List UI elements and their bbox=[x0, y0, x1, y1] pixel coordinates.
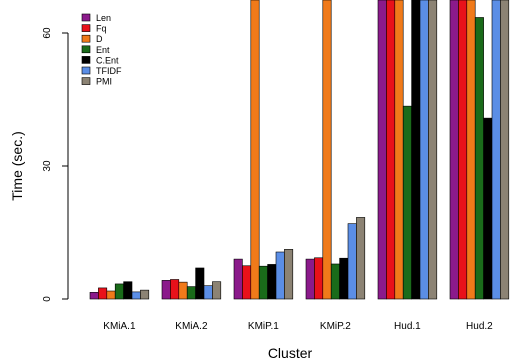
bar-KMiA.1-D bbox=[106, 290, 116, 300]
bar-KMiA.1-Len bbox=[89, 292, 99, 300]
bar-KMiP.1-D bbox=[250, 0, 260, 300]
legend-label: Fq bbox=[96, 24, 107, 34]
bar-KMiP.2-Ent bbox=[330, 263, 340, 300]
legend-label: Ent bbox=[96, 45, 110, 55]
bar-KMiA.2-Len bbox=[161, 280, 171, 300]
bar-KMiP.2-C.Ent bbox=[339, 257, 349, 300]
legend-swatch-Fq bbox=[81, 24, 91, 32]
x-tick-label: KMiA.1 bbox=[103, 321, 136, 332]
legend-swatch-TFIDF bbox=[81, 66, 91, 75]
bar-Hud.2-Fq bbox=[458, 0, 468, 300]
bar-Hud.1-PMI bbox=[428, 0, 438, 300]
bar-KMiA.1-PMI bbox=[140, 289, 150, 300]
x-tick-label: Hud.1 bbox=[394, 321, 421, 332]
legend-swatch-D bbox=[81, 34, 91, 43]
bar-KMiA.2-Ent bbox=[186, 286, 196, 300]
bar-KMiP.2-Fq bbox=[314, 257, 324, 300]
bar-KMiA.2-PMI bbox=[212, 281, 222, 300]
x-tick-labels: KMiA.1 KMiA.2 KMiP.1 KMiP.2 Hud.1 Hud.2 bbox=[103, 321, 493, 332]
x-tick-label: Hud.2 bbox=[466, 321, 493, 332]
bar-KMiA.1-Fq bbox=[98, 287, 108, 300]
bar-Hud.2-TFIDF bbox=[491, 0, 501, 300]
bar-KMiA.2-Fq bbox=[170, 279, 180, 300]
bar-KMiA.2-TFIDF bbox=[203, 285, 213, 300]
x-tick-label: KMiP.1 bbox=[248, 321, 279, 332]
bar-KMiP.2-PMI bbox=[356, 217, 366, 300]
bar-KMiA.2-C.Ent bbox=[195, 267, 205, 300]
bar-Hud.2-C.Ent bbox=[483, 117, 493, 300]
x-tick-label: KMiA.2 bbox=[175, 321, 208, 332]
bar-Hud.2-D bbox=[466, 0, 476, 300]
bar-Hud.2-PMI bbox=[500, 0, 510, 300]
legend-label: D bbox=[96, 34, 103, 44]
bar-Hud.1-Ent bbox=[402, 105, 412, 300]
bar-KMiP.1-Ent bbox=[258, 265, 268, 300]
legend-label: Len bbox=[96, 13, 111, 23]
x-tick-label: KMiP.2 bbox=[320, 321, 351, 332]
bar-Hud.1-Fq bbox=[386, 0, 396, 300]
bar-KMiP.1-PMI bbox=[284, 249, 294, 300]
bar-KMiP.1-Fq bbox=[242, 265, 252, 300]
bar-Hud.2-Ent bbox=[474, 17, 484, 300]
bar-KMiP.2-D bbox=[322, 0, 332, 300]
bar-Hud.2-Len bbox=[449, 0, 459, 300]
legend-label: C.Ent bbox=[96, 55, 119, 65]
legend-swatch-Len bbox=[81, 13, 91, 22]
bar-KMiP.1-TFIDF bbox=[275, 251, 285, 300]
bar-Hud.1-TFIDF bbox=[419, 0, 429, 300]
legend-label: TFIDF bbox=[96, 66, 122, 76]
bar-KMiA.1-C.Ent bbox=[123, 281, 133, 300]
legend-label: PMI bbox=[96, 77, 112, 87]
bar-KMiP.2-Len bbox=[305, 258, 315, 300]
y-tick-label: 30 bbox=[42, 160, 53, 172]
y-ticks: 0 30 60 bbox=[42, 27, 68, 302]
bar-Hud.1-D bbox=[394, 0, 404, 300]
bar-KMiP.2-TFIDF bbox=[347, 223, 357, 300]
bar-KMiA.1-TFIDF bbox=[131, 291, 141, 300]
y-axis-title: Time (sec.) bbox=[9, 131, 25, 200]
bar-KMiA.2-D bbox=[178, 281, 188, 300]
bar-KMiP.1-Len bbox=[233, 258, 243, 300]
legend-swatch-PMI bbox=[81, 77, 91, 85]
legend-swatch-C.Ent bbox=[81, 56, 91, 64]
legend-swatch-Ent bbox=[81, 45, 91, 54]
bar-KMiP.1-C.Ent bbox=[267, 264, 277, 300]
bar-Hud.1-C.Ent bbox=[411, 0, 421, 300]
x-axis-title: Cluster bbox=[268, 345, 313, 361]
y-tick-label: 0 bbox=[42, 296, 53, 302]
bars bbox=[89, 0, 510, 300]
y-tick-label: 60 bbox=[42, 27, 53, 39]
bar-KMiA.1-Ent bbox=[114, 283, 124, 300]
bar-Hud.1-Len bbox=[377, 0, 387, 300]
